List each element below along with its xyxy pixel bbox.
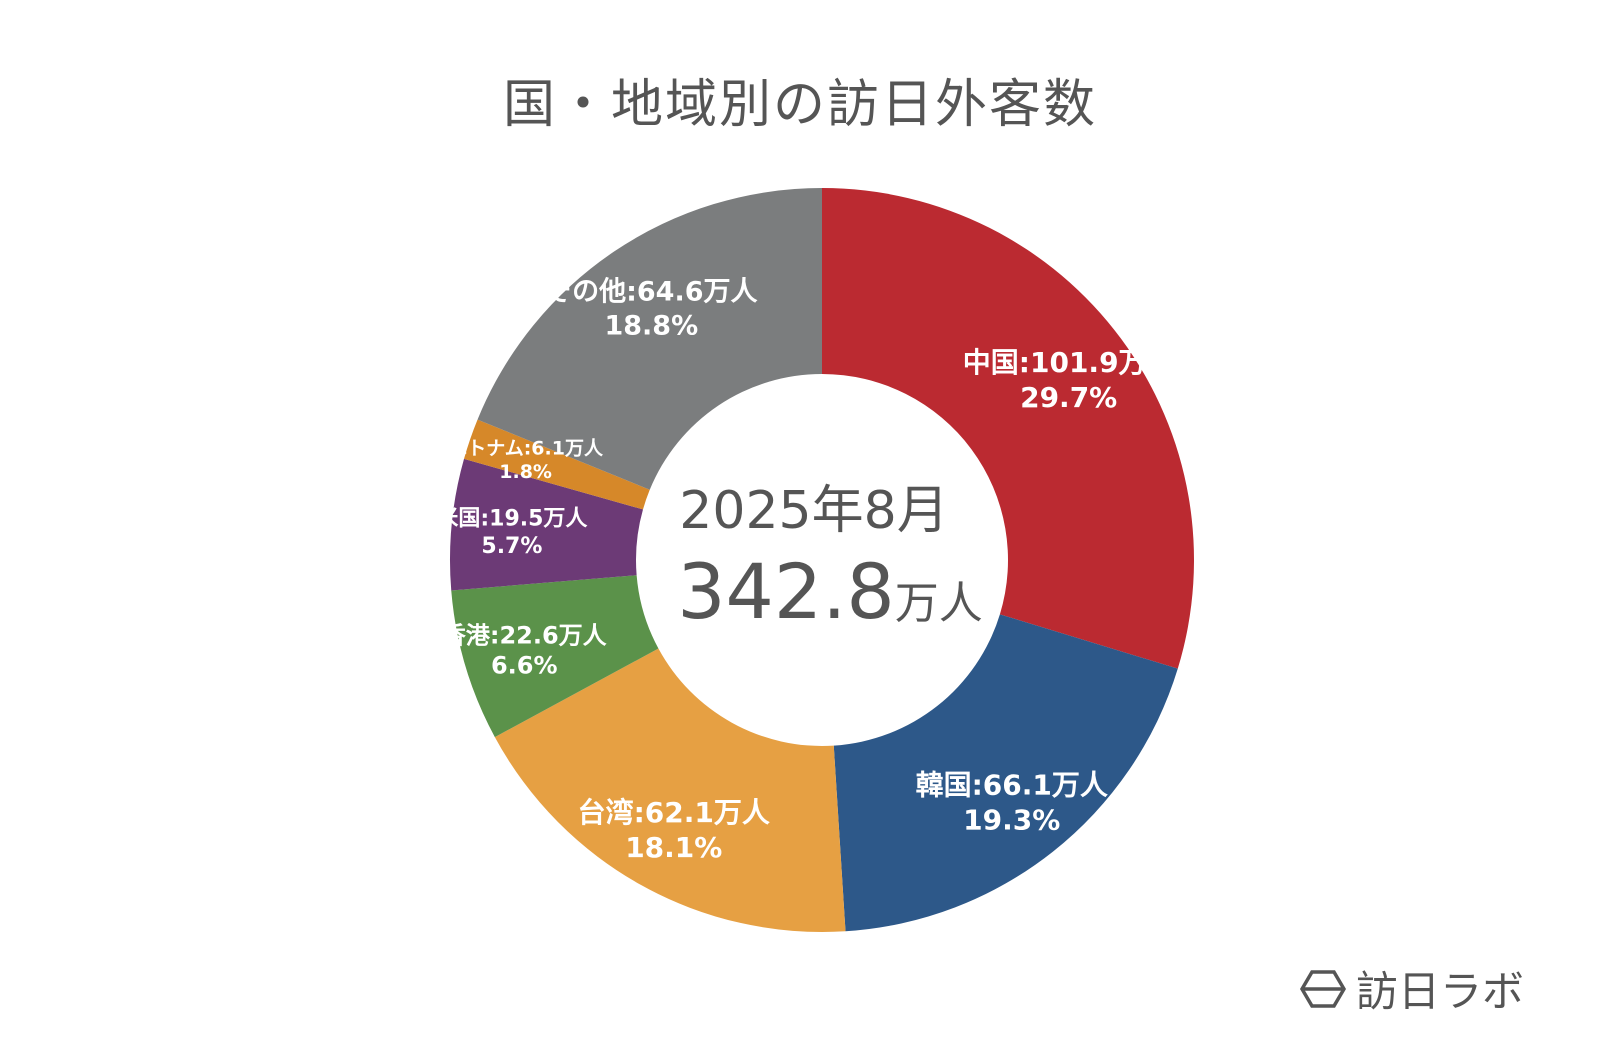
slice-label-その他: その他:64.6万人 18.8% bbox=[545, 277, 757, 342]
slice-label-name: ベトナム:6.1万人 bbox=[448, 437, 604, 459]
slice-label-name: 中国:101.9万人 bbox=[963, 346, 1175, 379]
brand-logo: 訪日ラボ bbox=[1300, 958, 1524, 1019]
slice-label-percent: 1.8% bbox=[499, 461, 552, 483]
slice-ベトナム bbox=[464, 419, 650, 510]
slice-label-percent: 5.7% bbox=[481, 534, 542, 559]
svg-text:342.8万人: 342.8万人 bbox=[677, 547, 983, 636]
slice-label-香港: 香港:22.6万人 6.6% bbox=[442, 622, 607, 680]
slice-label-name: 香港:22.6万人 bbox=[442, 622, 607, 650]
slice-label-percent: 6.6% bbox=[491, 652, 558, 680]
slice-label-name: 韓国:66.1万人 bbox=[916, 768, 1108, 801]
slice-label-韓国: 韓国:66.1万人 19.3% bbox=[916, 768, 1108, 836]
slice-label-percent: 19.3% bbox=[963, 803, 1060, 836]
brand-name: 訪日ラボ bbox=[1356, 967, 1525, 1016]
slice-label-name: 米国:19.5万人 bbox=[436, 507, 587, 532]
slice-韓国 bbox=[833, 614, 1178, 932]
chart-title: 国・地域別の訪日外客数 bbox=[502, 75, 1097, 135]
slice-その他 bbox=[477, 188, 822, 490]
slice-label-ベトナム: ベトナム:6.1万人 1.8% bbox=[448, 437, 604, 483]
svg-text:2025年8月: 2025年8月 bbox=[679, 481, 948, 541]
brand-hexagon-icon bbox=[1300, 969, 1346, 1008]
slice-label-米国: 米国:19.5万人 5.7% bbox=[436, 507, 587, 560]
slice-labels: 中国:101.9万人 29.7%韓国:66.1万人 19.3%台湾:62.1万人 18… bbox=[436, 277, 1174, 864]
center-summary: 2025年8月 342.8万人 bbox=[677, 481, 983, 636]
slice-label-name: その他:64.6万人 bbox=[545, 277, 757, 308]
slice-台湾 bbox=[494, 648, 846, 932]
slice-label-percent: 18.8% bbox=[604, 310, 698, 341]
slice-label-中国: 中国:101.9万人 29.7% bbox=[963, 346, 1175, 414]
slice-香港 bbox=[451, 575, 659, 738]
slice-label-percent: 18.1% bbox=[625, 831, 722, 864]
slice-中国 bbox=[822, 188, 1194, 669]
slice-米国 bbox=[450, 458, 644, 591]
donut-slices bbox=[450, 188, 1194, 932]
slice-label-name: 台湾:62.1万人 bbox=[578, 796, 770, 829]
slice-label-percent: 29.7% bbox=[1020, 381, 1117, 414]
center-period: 2025年8月 bbox=[679, 481, 948, 541]
center-total-unit: 万人 bbox=[895, 578, 983, 629]
slice-label-台湾: 台湾:62.1万人 18.1% bbox=[578, 796, 770, 864]
center-total-value: 342.8 bbox=[677, 547, 895, 636]
